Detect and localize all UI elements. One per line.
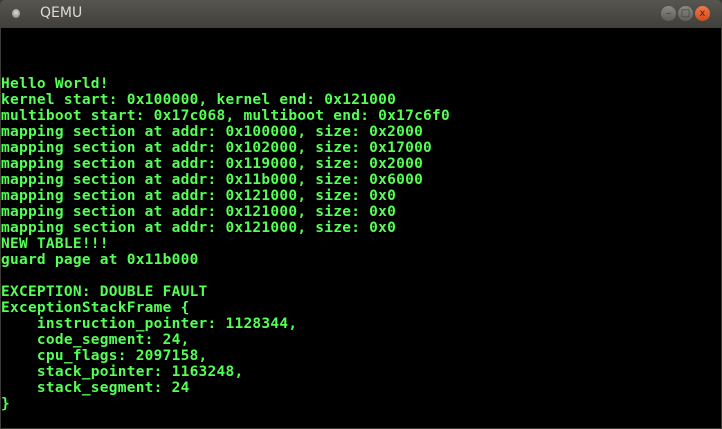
console-line: NEW TABLE!!! xyxy=(1,236,109,252)
title-bar[interactable]: QEMU – □ x xyxy=(0,0,722,28)
console-output: Hello World! kernel start: 0x100000, kern… xyxy=(1,76,450,412)
console-line: mapping section at addr: 0x121000, size:… xyxy=(1,204,397,220)
console-line: EXCEPTION: DOUBLE FAULT xyxy=(1,284,208,300)
console-line: mapping section at addr: 0x119000, size:… xyxy=(1,156,424,172)
console-line xyxy=(1,268,450,284)
minimize-button[interactable]: – xyxy=(661,6,676,21)
vm-screen[interactable]: Hello World! kernel start: 0x100000, kern… xyxy=(1,28,721,428)
maximize-button[interactable]: □ xyxy=(678,6,693,21)
qemu-app-icon xyxy=(12,9,20,18)
console-line: ExceptionStackFrame { xyxy=(1,300,190,316)
console-line: mapping section at addr: 0x121000, size:… xyxy=(1,188,397,204)
console-line: mapping section at addr: 0x102000, size:… xyxy=(1,140,433,156)
console-line: stack_pointer: 1163248, xyxy=(1,364,244,380)
window-title: QEMU xyxy=(40,5,83,21)
console-line: stack_segment: 24 xyxy=(1,380,190,396)
console-line: multiboot start: 0x17c068, multiboot end… xyxy=(1,108,450,124)
console-line: } xyxy=(1,396,10,412)
console-line: guard page at 0x11b000 xyxy=(1,252,199,268)
close-button[interactable]: x xyxy=(695,6,710,21)
console-line: cpu_flags: 2097158, xyxy=(1,348,208,364)
console-line: mapping section at addr: 0x11b000, size:… xyxy=(1,172,424,188)
console-line: mapping section at addr: 0x121000, size:… xyxy=(1,220,397,236)
console-line: instruction_pointer: 1128344, xyxy=(1,316,298,332)
console-line: Hello World! xyxy=(1,76,109,92)
console-line: mapping section at addr: 0x100000, size:… xyxy=(1,124,424,140)
console-line: kernel start: 0x100000, kernel end: 0x12… xyxy=(1,92,397,108)
console-line: code_segment: 24, xyxy=(1,332,190,348)
